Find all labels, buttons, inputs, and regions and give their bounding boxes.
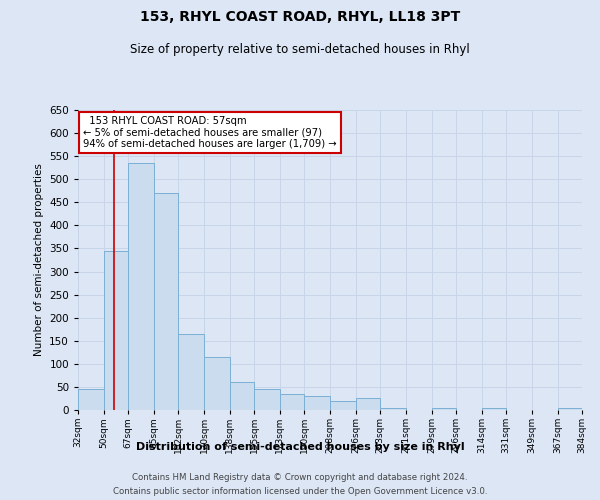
- Bar: [356, 398, 380, 410]
- Y-axis label: Number of semi-detached properties: Number of semi-detached properties: [34, 164, 44, 356]
- Bar: [330, 401, 356, 410]
- Bar: [254, 389, 280, 410]
- Text: Size of property relative to semi-detached houses in Rhyl: Size of property relative to semi-detach…: [130, 42, 470, 56]
- Text: 153 RHYL COAST ROAD: 57sqm  
← 5% of semi-detached houses are smaller (97)
94% o: 153 RHYL COAST ROAD: 57sqm ← 5% of semi-…: [83, 116, 337, 149]
- Bar: [380, 408, 406, 410]
- Bar: [304, 396, 330, 410]
- Bar: [230, 382, 254, 410]
- Bar: [557, 408, 582, 410]
- Text: Distribution of semi-detached houses by size in Rhyl: Distribution of semi-detached houses by …: [136, 442, 464, 452]
- Text: 153, RHYL COAST ROAD, RHYL, LL18 3PT: 153, RHYL COAST ROAD, RHYL, LL18 3PT: [140, 10, 460, 24]
- Bar: [482, 408, 506, 410]
- Bar: [431, 408, 456, 410]
- Bar: [104, 251, 128, 410]
- Bar: [128, 163, 154, 410]
- Bar: [78, 389, 104, 410]
- Bar: [280, 394, 304, 410]
- Bar: [178, 334, 204, 410]
- Text: Contains public sector information licensed under the Open Government Licence v3: Contains public sector information licen…: [113, 488, 487, 496]
- Bar: [154, 193, 178, 410]
- Text: Contains HM Land Registry data © Crown copyright and database right 2024.: Contains HM Land Registry data © Crown c…: [132, 472, 468, 482]
- Bar: [204, 357, 230, 410]
